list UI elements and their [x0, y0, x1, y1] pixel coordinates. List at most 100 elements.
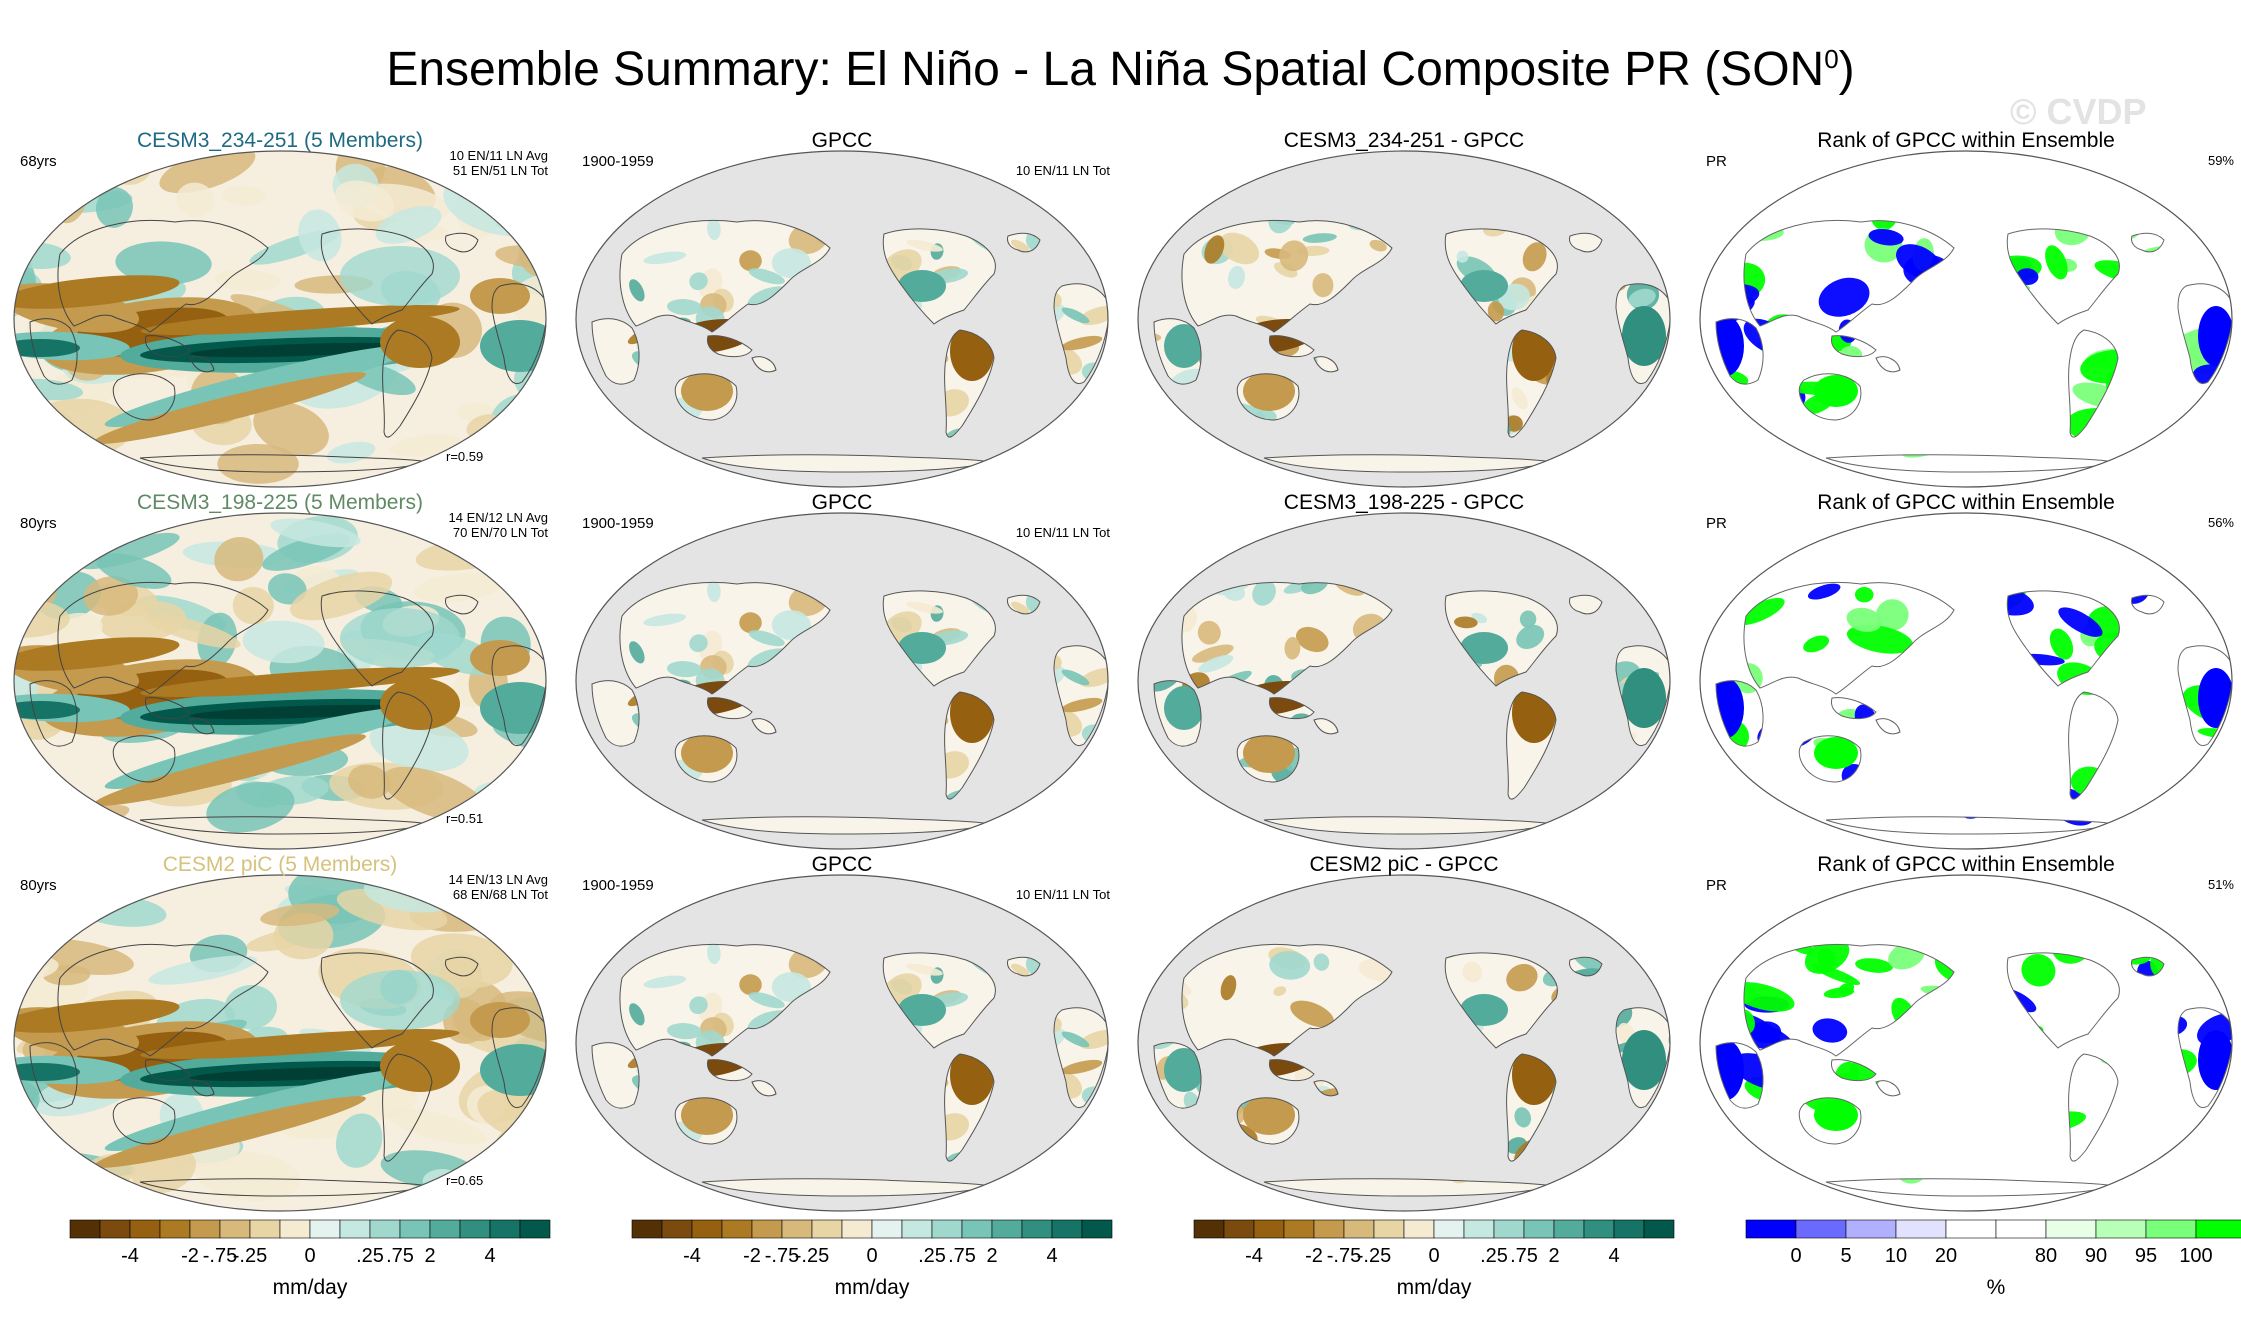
colorbar-tick-label: .25 [356, 1245, 384, 1267]
rank-patch [1730, 982, 1795, 1012]
atlantic-coast-low-rank [2198, 1030, 2232, 1090]
colorbar-graphic: -4 -2 -.75-.25 0 .25.75 2 4 [631, 1219, 1113, 1267]
map-background [1700, 513, 2232, 849]
rank-patch [1803, 635, 1830, 653]
field-patch [629, 279, 645, 302]
coastline [445, 594, 479, 615]
coastline [1743, 581, 1955, 695]
field-patch [1313, 953, 1330, 971]
colorbar-tick-label: -4 [1245, 1245, 1263, 1267]
field-patch [1197, 620, 1221, 645]
colorbar-swatch [1643, 1219, 1675, 1239]
ocean-mask [576, 513, 1108, 849]
field-patch [1124, 230, 1156, 260]
coastline [1569, 232, 1603, 253]
rank-patch [2228, 746, 2232, 763]
ocean-mask [576, 875, 1108, 1211]
africa-wet [1622, 668, 1666, 728]
pacific-wet-max [190, 704, 410, 720]
field-patch [666, 299, 703, 316]
field-patch [1124, 627, 1147, 648]
coastline [2068, 1053, 2119, 1162]
colorbar-swatch [1051, 1219, 1083, 1239]
field-patch [1624, 433, 1641, 456]
field-patch [336, 888, 448, 931]
coastline [882, 228, 996, 325]
colorbar-swatch [1945, 1219, 1997, 1239]
field-patch [1273, 986, 1287, 996]
field-patch [222, 185, 266, 206]
coastline [1715, 680, 1764, 747]
field-patch [159, 151, 256, 194]
field-patch [1069, 582, 1108, 592]
australia-high-rank [1814, 375, 1858, 407]
field-patch [176, 182, 215, 218]
field-patch [643, 613, 687, 627]
coastline [57, 219, 269, 333]
atlantic-dry-anomaly [470, 1002, 530, 1038]
field-patch [739, 250, 762, 272]
colorbar-swatch [2045, 1219, 2097, 1239]
field-patch [1219, 232, 1260, 265]
colorbar-units: mm/day [272, 1276, 348, 1299]
field-patch [771, 248, 811, 279]
coastline [320, 952, 434, 1049]
coastline [1236, 1097, 1300, 1145]
rank-patch [1686, 755, 1718, 780]
east-africa-wet [1164, 1048, 1204, 1092]
coastline [1053, 283, 1108, 384]
colorbar-swatch [219, 1219, 251, 1239]
australia-dry [681, 1095, 733, 1135]
difference-panel: CESM2 piC - GPCC [1124, 853, 1684, 1220]
coastline [1444, 590, 1558, 687]
colorbar-tick-label: 4 [1046, 1245, 1057, 1267]
colorbar-swatch [1253, 1219, 1285, 1239]
field-patch [1061, 669, 1090, 686]
colorbar-swatch [99, 1219, 131, 1239]
difference-map [1137, 874, 1671, 1212]
colorbar-swatch [1313, 1219, 1345, 1239]
south-pacific-dry-band [94, 734, 366, 806]
map-boundary [13, 874, 547, 1212]
colorbar-swatch [1463, 1219, 1495, 1239]
coastline [1743, 219, 1955, 333]
field-patch [1487, 301, 1504, 322]
subtropical-dry-band [14, 637, 180, 671]
map-boundary [1699, 150, 2233, 488]
north-america-wet-anomaly [340, 246, 460, 306]
field-patch [1156, 791, 1190, 808]
coastline [1007, 232, 1041, 253]
colorbar-tick-label: -2 [743, 1245, 761, 1267]
colorbar-swatch [751, 1219, 783, 1239]
coastline [2177, 1007, 2232, 1108]
rank-patch [1871, 220, 1898, 231]
colorbar-swatch [1193, 1219, 1225, 1239]
correlation-label: r=0.51 [446, 811, 484, 826]
panel-title: CESM3_198-225 - GPCC [1283, 491, 1525, 514]
years-label: 80yrs [20, 515, 57, 532]
south-america-dry-anomaly [380, 316, 460, 368]
atlantic-coast-low-rank [2198, 306, 2232, 366]
coastline [1506, 1053, 1557, 1162]
colorbar-swatch [309, 1219, 341, 1239]
tot-count-label: 51 EN/51 LN Tot [452, 163, 548, 178]
rank-patch [1686, 584, 1712, 614]
rank-patch [2021, 954, 2056, 987]
coastline [707, 697, 753, 720]
field-patch [1124, 245, 1144, 284]
colorbar-swatch [339, 1219, 371, 1239]
tot-count-label: 68 EN/68 LN Tot [452, 887, 548, 902]
field-patch [375, 206, 442, 244]
colorbar-tick-label: .25 [918, 1245, 946, 1267]
colorbar-swatch [961, 1219, 993, 1239]
field-patch [206, 782, 295, 833]
field-patch [1061, 697, 1103, 713]
coastline [619, 581, 831, 695]
field-patch [334, 180, 394, 222]
colorbar-obs: -4 -2 -.75 -.25 0 .25.75 2 4 mm/day [592, 1216, 1152, 1306]
obs-composite-panel: GPCC 1900-1959 10 EN/11 LN Tot [562, 491, 1122, 858]
field-patch [597, 220, 622, 228]
panel-title: CESM3_198-225 (5 Members) [137, 491, 423, 514]
percent-label: 51% [2207, 877, 2234, 892]
coastline [2177, 283, 2232, 384]
